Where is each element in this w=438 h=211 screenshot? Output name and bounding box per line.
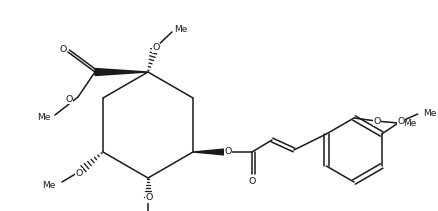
Text: Me: Me <box>37 112 51 122</box>
Text: O: O <box>152 43 160 53</box>
Text: O: O <box>373 116 381 126</box>
Text: Me: Me <box>42 180 56 189</box>
Text: O: O <box>65 95 73 104</box>
Text: O: O <box>224 147 232 157</box>
Text: Me: Me <box>174 26 188 35</box>
Text: O: O <box>75 169 83 177</box>
Polygon shape <box>95 69 148 76</box>
Text: Me: Me <box>403 119 417 127</box>
Text: O: O <box>397 118 404 127</box>
Text: O: O <box>248 176 256 185</box>
Text: O: O <box>59 45 67 54</box>
Text: O: O <box>145 193 153 203</box>
Polygon shape <box>193 149 225 155</box>
Text: Me: Me <box>423 108 436 118</box>
